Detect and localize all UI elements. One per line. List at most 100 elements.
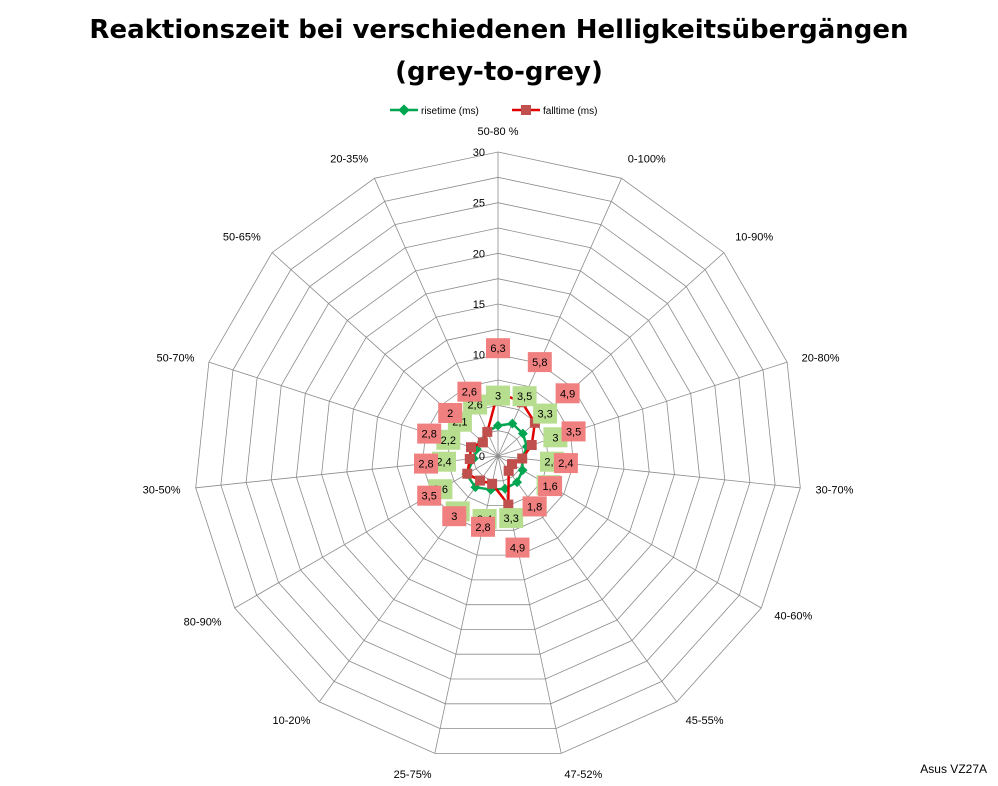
legend-falltime-label: falltime (ms) — [543, 106, 597, 117]
category-label: 40-60% — [774, 611, 812, 623]
data-label-box — [527, 352, 552, 373]
grid-ring — [421, 379, 575, 531]
series-line — [466, 390, 537, 506]
legend: risetime (ms) falltime (ms) — [390, 104, 597, 117]
data-label-box — [543, 427, 568, 448]
data-label-box — [417, 485, 442, 506]
data-label-box — [512, 386, 537, 407]
tick-label: 0 — [479, 451, 485, 463]
data-label-box — [522, 496, 547, 517]
data-label: 3,3 — [537, 409, 552, 421]
data-label-box — [486, 338, 510, 359]
grid-spoke — [497, 455, 678, 703]
series-point — [512, 477, 523, 488]
data-label: 2,6 — [467, 400, 482, 412]
category-label: 0-100% — [628, 153, 666, 165]
series-point — [507, 418, 518, 429]
data-label-box — [538, 476, 563, 497]
credit-text: Asus VZ27A — [920, 762, 987, 776]
data-label-box — [438, 403, 463, 423]
data-label: 2,6 — [462, 387, 477, 399]
data-label-box — [533, 403, 558, 424]
data-label-box — [471, 516, 495, 537]
grid-spoke — [318, 455, 499, 703]
category-label: 10-20% — [272, 715, 310, 727]
grid-ring — [321, 278, 675, 630]
data-label: 2,8 — [475, 522, 490, 534]
data-label-box — [417, 423, 442, 444]
data-label: 3 — [451, 511, 457, 523]
series-point — [466, 442, 476, 453]
data-label: 2,8 — [418, 459, 433, 471]
series-point — [475, 475, 486, 486]
data-label-box — [553, 453, 578, 474]
series-point — [517, 465, 528, 476]
tick-label: 20 — [473, 248, 485, 260]
grid-ring — [371, 328, 625, 581]
tick-label: 10 — [473, 350, 485, 362]
data-label: 3,5 — [566, 426, 581, 438]
legend-risetime-label: risetime (ms) — [421, 106, 479, 117]
series-point — [477, 437, 488, 448]
series-point — [462, 468, 473, 479]
category-label: 50-65% — [223, 231, 261, 243]
data-label: 1,8 — [527, 501, 542, 513]
series-point — [517, 453, 528, 464]
series-point — [493, 420, 503, 431]
data-label-box — [414, 453, 438, 474]
grid-ring — [295, 252, 701, 655]
chart-title-line-1: Reaktionszeit bei verschiedenen Helligke… — [89, 15, 908, 45]
category-label: 45-55% — [686, 715, 724, 727]
data-label: 6,3 — [490, 343, 505, 355]
data-labels: 33,53,332,42,83,23,33,43,83,62,42,22,12,… — [414, 338, 586, 558]
data-label: 2 — [447, 408, 453, 420]
category-label: 10-90% — [735, 231, 773, 243]
data-label: 4,9 — [510, 543, 525, 555]
data-label: 3,3 — [504, 513, 519, 525]
data-label-box — [555, 383, 580, 404]
grid-spoke — [234, 455, 499, 609]
grid-ring — [270, 227, 726, 680]
data-label: 2,4 — [436, 457, 451, 469]
category-label: 80-90% — [184, 617, 222, 629]
chart-title-line-2: (grey-to-grey) — [395, 57, 603, 87]
data-label-box — [499, 508, 524, 529]
data-label-box — [442, 506, 467, 527]
grid-ring — [396, 354, 600, 556]
grid-ring — [195, 151, 801, 754]
data-label: 5,8 — [532, 357, 547, 369]
data-label: 2,8 — [422, 429, 437, 441]
data-label-box — [505, 537, 530, 558]
grid-ring — [220, 176, 776, 729]
category-label: 47-52% — [564, 769, 602, 781]
tick-label: 15 — [473, 299, 485, 311]
series-point — [464, 454, 475, 464]
grid-ring — [472, 430, 524, 482]
data-label: 2,4 — [558, 458, 573, 470]
series-point — [526, 440, 537, 450]
series-point — [503, 465, 514, 476]
series-point — [487, 478, 498, 489]
series-point — [482, 426, 493, 437]
data-label-box — [436, 429, 461, 450]
data-label: 3 — [552, 432, 558, 444]
category-labels: 50-80 % 0-100% 10-90% 20-80% 30-70% 40-60% 45-… — [143, 126, 854, 781]
data-label-box — [561, 421, 586, 442]
category-label: 25-75% — [394, 769, 432, 781]
category-label: 50-70% — [156, 352, 194, 364]
radar-grid — [195, 151, 801, 754]
data-label: 2,2 — [441, 435, 456, 447]
tick-label: 25 — [473, 198, 485, 210]
grid-ring — [346, 303, 650, 606]
category-label: 20-35% — [330, 153, 368, 165]
category-label: 50-80 % — [478, 126, 519, 138]
grid-spoke — [497, 178, 622, 457]
data-label-box — [457, 381, 482, 402]
grid-ring — [245, 202, 751, 705]
legend-falltime-marker — [521, 105, 531, 115]
data-label: 4,9 — [560, 388, 575, 400]
data-label: 3,5 — [517, 391, 532, 403]
data-label-box — [486, 385, 510, 406]
data-label: 3 — [495, 391, 501, 403]
